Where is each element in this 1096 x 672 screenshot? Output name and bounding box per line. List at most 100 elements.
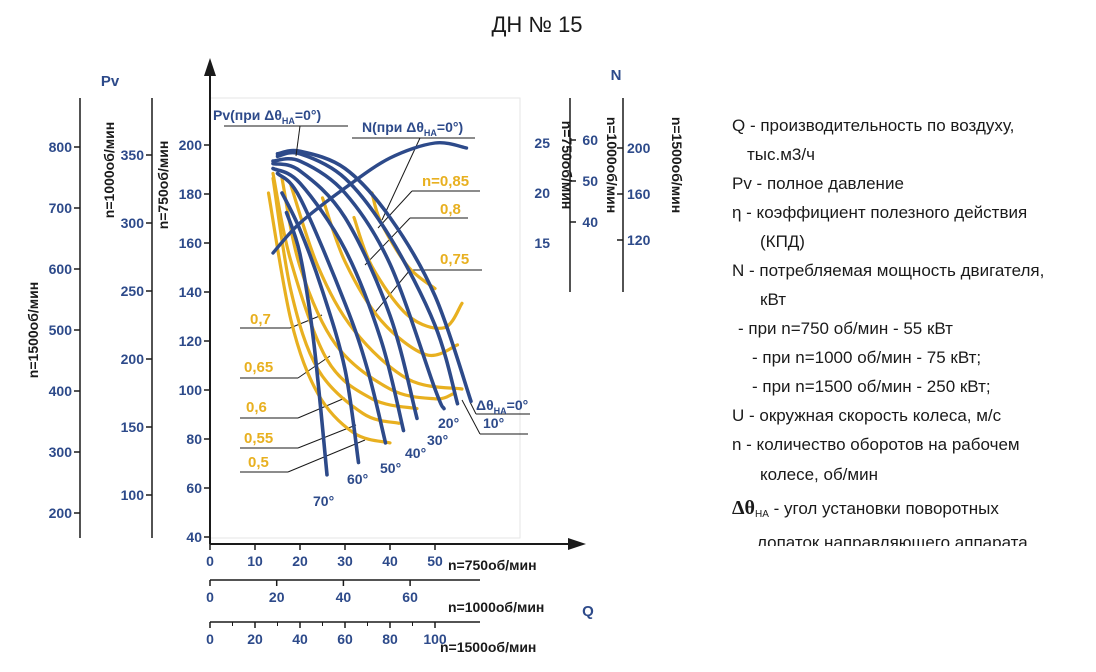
n-axis-1000-label: n=1000об/мин bbox=[604, 117, 620, 213]
angle-label: 60° bbox=[347, 471, 368, 487]
pressure-curve bbox=[280, 191, 361, 465]
efficiency-label: n=0,85 bbox=[422, 173, 469, 190]
y-tick-label: 180 bbox=[179, 186, 203, 202]
efficiency-curve bbox=[271, 171, 419, 411]
legend-line-10: - при n=1500 об/мин - 250 кВт; bbox=[752, 377, 991, 396]
x-tick-label: 0 bbox=[206, 589, 214, 605]
y-tick-label: 140 bbox=[179, 284, 203, 300]
legend: Q - производительность по воздуху, тыс.м… bbox=[732, 116, 1044, 552]
y-axis-750-label: n=750об/мин bbox=[155, 141, 171, 230]
x-tick-label: 80 bbox=[382, 631, 398, 647]
x-tick-label: 0 bbox=[206, 553, 214, 569]
y-tick-label: 160 bbox=[179, 235, 203, 251]
y-tick-label: 100 bbox=[179, 382, 203, 398]
y-tick-label: 80 bbox=[186, 431, 202, 447]
legend-line-9: - при n=1000 об/мин - 75 кВт; bbox=[752, 348, 981, 367]
y-tick-label: 300 bbox=[49, 444, 73, 460]
legend-line-1: Q - производительность по воздуху, bbox=[732, 116, 1014, 135]
pressure-curves bbox=[271, 140, 473, 477]
y-tick-label: 400 bbox=[49, 383, 73, 399]
x-tick-label: 50 bbox=[427, 553, 443, 569]
n-tick-label: 120 bbox=[627, 232, 651, 248]
power-curve bbox=[271, 140, 469, 255]
x-tick-label: 20 bbox=[269, 589, 285, 605]
angle-label: 70° bbox=[313, 493, 334, 509]
n-tick-label: 25 bbox=[534, 135, 550, 151]
pressure-curve bbox=[284, 210, 329, 477]
n-curve-label: N(при ΔθНА=0°) bbox=[362, 119, 463, 138]
legend-line-5: (КПД) bbox=[760, 232, 805, 251]
y-tick-label: 800 bbox=[49, 139, 73, 155]
x-tick-label: 20 bbox=[292, 553, 308, 569]
y-tick-label: 150 bbox=[121, 419, 145, 435]
y-tick-label: 500 bbox=[49, 322, 73, 338]
legend-line-3: Pv - полное давление bbox=[732, 174, 904, 193]
efficiency-label: 0,8 bbox=[440, 201, 461, 218]
eff-label-pointer bbox=[289, 314, 323, 329]
efficiency-label: 0,75 bbox=[440, 251, 469, 268]
legend-line-15: лопаток направляющего аппарата. bbox=[757, 533, 1032, 552]
x-tick-label: 20 bbox=[247, 631, 263, 647]
pressure-curve bbox=[271, 156, 446, 411]
y-tick-label: 200 bbox=[121, 351, 145, 367]
angle-label-pointer bbox=[461, 399, 481, 435]
x-tick-label: 40 bbox=[382, 553, 398, 569]
eff-label-pointer bbox=[297, 355, 331, 379]
pressure-curve bbox=[275, 171, 388, 445]
angle-label: 40° bbox=[405, 445, 426, 461]
y-tick-label: 200 bbox=[49, 505, 73, 521]
pressure-curve bbox=[275, 150, 460, 406]
x-tick-label: 40 bbox=[292, 631, 308, 647]
legend-line-2: тыс.м3/ч bbox=[747, 145, 815, 164]
axis-ticks: 8007006005004003002003503002502001501002… bbox=[49, 132, 651, 647]
eff-label-pointer bbox=[364, 217, 411, 266]
x-tick-label: 60 bbox=[402, 589, 418, 605]
n-axis-1500-label: n=1500об/мин bbox=[669, 117, 685, 213]
efficiency-curve bbox=[320, 196, 460, 358]
y-tick-label: 40 bbox=[186, 529, 202, 545]
efficiency-label: 0,55 bbox=[244, 430, 273, 447]
n-curve-label-pointer bbox=[381, 137, 421, 221]
pressure-curve bbox=[271, 166, 406, 433]
y-tick-label: 60 bbox=[186, 480, 202, 496]
y-axis-n-name: N bbox=[611, 67, 622, 84]
pressure-curve bbox=[271, 161, 419, 421]
x-tick-label: 10 bbox=[247, 553, 263, 569]
y-tick-label: 200 bbox=[179, 137, 203, 153]
y-tick-label: 300 bbox=[121, 215, 145, 231]
x-tick-label: 30 bbox=[337, 553, 353, 569]
efficiency-curves bbox=[266, 171, 464, 445]
angle-label: 30° bbox=[427, 432, 448, 448]
legend-line-8: - при n=750 об/мин - 55 кВт bbox=[738, 319, 953, 338]
n-tick-label: 50 bbox=[582, 173, 598, 189]
y-axis-1000-label: n=1000об/мин bbox=[101, 122, 117, 218]
y-axis-1500-label: n=1500об/мин bbox=[25, 282, 41, 378]
n-tick-label: 60 bbox=[582, 132, 598, 148]
legend-line-11: U - окружная скорость колеса, м/с bbox=[732, 406, 1002, 425]
angle-label: 10° bbox=[483, 415, 504, 431]
eff-label-pointer bbox=[371, 269, 411, 317]
x-axis-1500-label: n=1500об/мин bbox=[440, 639, 536, 655]
angle-label: 20° bbox=[438, 415, 459, 431]
n-tick-label: 15 bbox=[534, 235, 550, 251]
n-tick-label: 160 bbox=[627, 186, 651, 202]
pv-curve-label-pointer bbox=[295, 125, 301, 157]
legend-line-4: η - коэффициент полезного действия bbox=[732, 203, 1027, 222]
y-tick-label: 120 bbox=[179, 333, 203, 349]
angle-label-0: ΔθНА=0° bbox=[476, 397, 528, 416]
efficiency-curve bbox=[266, 191, 392, 445]
legend-line-12: n - количество оборотов на рабочем bbox=[732, 435, 1020, 454]
x-axis-750-label: n=750об/мин bbox=[448, 557, 537, 573]
x-axis-q-name: Q bbox=[582, 603, 594, 620]
angle-label: 50° bbox=[380, 460, 401, 476]
efficiency-curve bbox=[280, 176, 455, 401]
eff-label-pointer bbox=[377, 190, 413, 229]
x-tick-label: 40 bbox=[336, 589, 352, 605]
legend-line-14: ΔθНА - угол установки поворотных bbox=[732, 497, 999, 520]
efficiency-label: 0,7 bbox=[250, 311, 271, 328]
legend-line-6: N - потребляемая мощность двигателя, bbox=[732, 261, 1044, 280]
y-tick-label: 100 bbox=[121, 487, 145, 503]
y-tick-label: 700 bbox=[49, 200, 73, 216]
pressure-curve bbox=[275, 148, 473, 404]
